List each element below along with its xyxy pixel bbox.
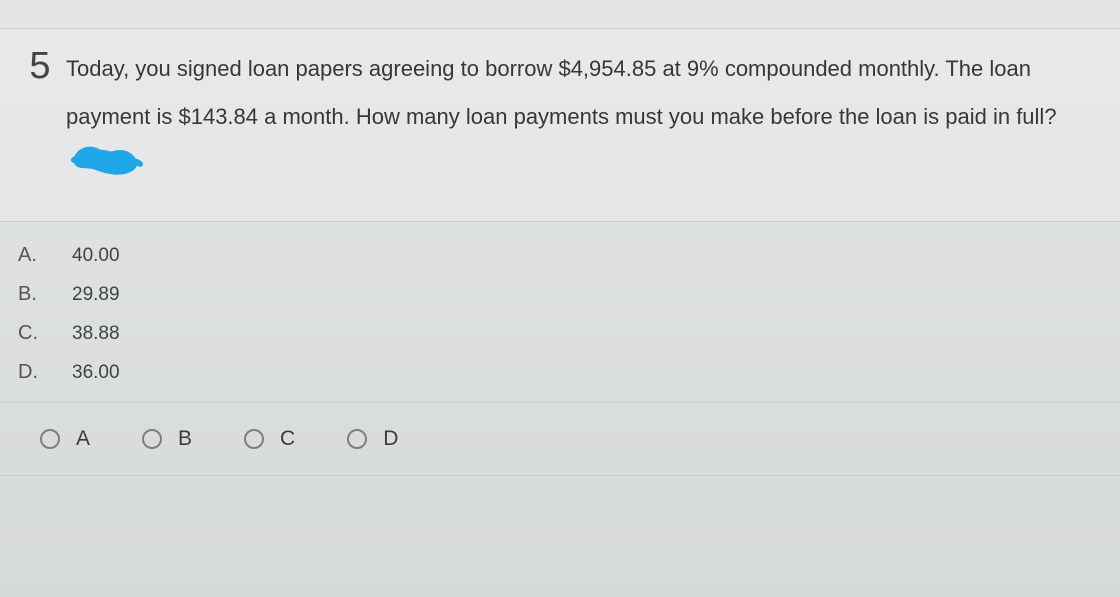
radio-circle-icon	[244, 429, 264, 449]
answer-radio-a[interactable]: A	[40, 427, 90, 451]
options-list: A. 40.00 B. 29.89 C. 38.88 D. 36.00	[0, 222, 1120, 403]
answer-label: D	[383, 427, 398, 451]
option-value: 40.00	[72, 245, 120, 267]
radio-circle-icon	[142, 429, 162, 449]
answer-label: C	[280, 427, 295, 451]
question-number: 5	[14, 45, 66, 85]
option-row: D. 36.00	[0, 353, 1120, 392]
option-letter: C.	[18, 322, 72, 345]
radio-circle-icon	[347, 429, 367, 449]
answer-radio-d[interactable]: D	[347, 427, 398, 451]
answer-label: A	[76, 427, 90, 451]
answer-radio-c[interactable]: C	[244, 427, 295, 451]
answer-label: B	[178, 427, 192, 451]
redaction-scribble-icon	[70, 142, 144, 193]
option-letter: A.	[18, 244, 72, 267]
option-letter: D.	[18, 361, 72, 384]
option-value: 29.89	[72, 284, 120, 306]
option-row: A. 40.00	[0, 236, 1120, 275]
radio-circle-icon	[40, 429, 60, 449]
quiz-page: 5 Today, you signed loan papers agreeing…	[0, 0, 1120, 597]
answer-radio-row: A B C D	[0, 403, 1120, 476]
option-value: 38.88	[72, 323, 120, 345]
option-row: B. 29.89	[0, 275, 1120, 314]
option-row: C. 38.88	[0, 314, 1120, 353]
answer-radio-b[interactable]: B	[142, 427, 192, 451]
question-text: Today, you signed loan papers agreeing t…	[66, 45, 1100, 193]
question-text-content: Today, you signed loan papers agreeing t…	[66, 56, 1057, 129]
option-value: 36.00	[72, 362, 120, 384]
question-block: 5 Today, you signed loan papers agreeing…	[0, 28, 1120, 222]
option-letter: B.	[18, 283, 72, 306]
